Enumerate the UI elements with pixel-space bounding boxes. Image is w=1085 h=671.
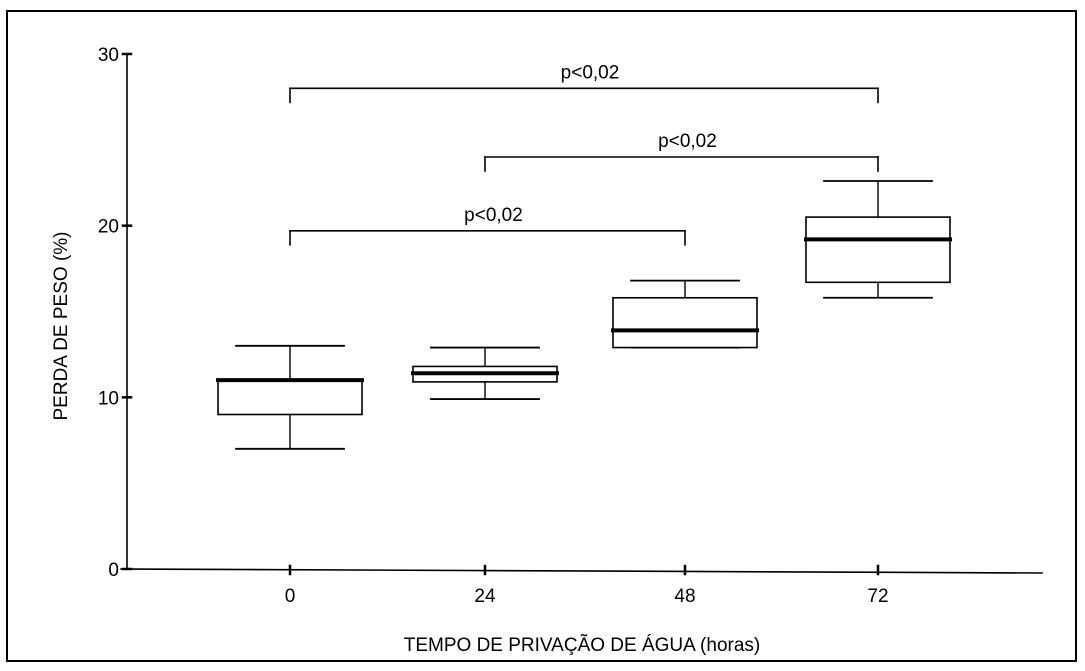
sig-bracket-0-48: p<0,02	[289, 205, 686, 246]
box-48	[611, 279, 759, 349]
y-tick-label-0: 0	[108, 560, 119, 581]
sig-label-0-72: p<0,02	[561, 62, 620, 83]
box-24	[411, 346, 559, 400]
x-tick-label-48: 48	[674, 586, 695, 607]
x-tick-label-24: 24	[474, 586, 496, 607]
x-axis-title: TEMPO DE PRIVAÇÃO DE ÁGUA (horas)	[404, 634, 761, 656]
box-72	[804, 180, 952, 299]
sig-bracket-24-72: p<0,02	[484, 131, 879, 172]
y-tick-label-20: 20	[98, 217, 119, 238]
sig-label-24-72: p<0,02	[658, 131, 717, 152]
axes: 0 10 20 30 0 24 48 72	[98, 45, 1043, 607]
boxes	[216, 180, 952, 450]
sig-label-0-48: p<0,02	[464, 205, 523, 226]
box-rect-48	[612, 296, 758, 349]
y-tick-label-10: 10	[98, 388, 119, 409]
y-axis-title: PERDA DE PESO (%)	[51, 232, 72, 421]
significance-brackets: p<0,02 p<0,02 p<0,02	[289, 62, 879, 246]
chart-frame	[6, 10, 1077, 662]
y-tick-label-30: 30	[98, 45, 119, 66]
x-axis-line	[120, 568, 1043, 574]
box-0	[216, 344, 364, 450]
x-tick-label-0: 0	[285, 586, 296, 607]
sig-bracket-0-72: p<0,02	[289, 62, 879, 104]
box-rect-0	[217, 379, 363, 416]
x-tick-label-72: 72	[867, 586, 888, 607]
box-rect-72	[805, 216, 951, 284]
